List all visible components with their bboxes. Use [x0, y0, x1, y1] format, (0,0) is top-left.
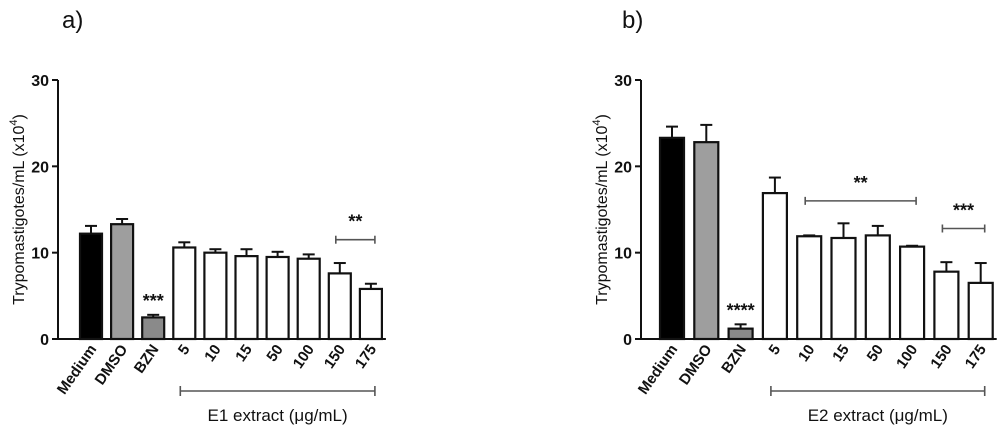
x-tick-label: 5 — [175, 342, 194, 359]
x-tick-label: 10 — [795, 342, 818, 365]
x-tick-label: 15 — [232, 342, 255, 365]
x-tick-label: 15 — [829, 342, 852, 365]
y-tick-label: 10 — [31, 246, 49, 263]
panel-label: a) — [62, 7, 83, 34]
x-tick-label: 100 — [290, 342, 318, 372]
bar-dmso — [109, 223, 135, 341]
x-tick-label: 100 — [893, 342, 921, 372]
x-tick-label: 150 — [321, 342, 349, 372]
bar-10 — [796, 235, 823, 341]
bar-5 — [761, 191, 789, 341]
bar-10 — [203, 251, 228, 341]
x-axis-label: E2 extract (μg/mL) — [808, 406, 948, 425]
bar-100 — [296, 257, 321, 341]
significance-label: ** — [854, 173, 868, 193]
x-tick-label: 150 — [927, 342, 955, 372]
bar-175 — [967, 281, 994, 341]
bar-100 — [898, 245, 926, 341]
bar-dmso — [693, 141, 720, 341]
significance-label: **** — [727, 300, 755, 320]
bar-15 — [234, 255, 259, 341]
y-tick-label: 20 — [31, 159, 49, 176]
bar-medium — [658, 136, 686, 341]
x-tick-label: 175 — [352, 342, 380, 372]
y-tick-label: 0 — [623, 332, 632, 349]
y-tick-label: 20 — [614, 159, 632, 176]
bar-medium — [78, 232, 104, 341]
y-axis-label: Trypomastigotes/mL (x104) — [591, 114, 611, 305]
bar-50 — [265, 255, 290, 341]
x-tick-label: BZN — [131, 342, 163, 377]
y-tick-label: 0 — [40, 332, 49, 349]
significance-label: *** — [143, 291, 164, 311]
y-tick-label: 30 — [31, 73, 49, 90]
bar-15 — [830, 236, 857, 341]
chart-panel-2: b) 0 10 20 30 Trypomastigotes/mL (x104) Medium… — [591, 7, 997, 425]
significance-label: ** — [348, 212, 362, 232]
x-tick-label: BZN — [718, 342, 750, 377]
bar-bzn — [727, 327, 754, 341]
x-tick-label: 50 — [864, 342, 887, 365]
x-tick-label: 50 — [263, 342, 286, 365]
bar-5 — [172, 246, 197, 341]
x-tick-label: DMSO — [92, 341, 132, 388]
panel-label: b) — [622, 7, 643, 34]
bar-50 — [864, 234, 891, 341]
bar-150 — [933, 270, 960, 341]
significance-label: *** — [953, 200, 974, 220]
x-tick-label: 175 — [962, 342, 990, 372]
x-tick-label: 10 — [201, 342, 224, 365]
y-tick-label: 10 — [614, 246, 632, 263]
y-axis-label: Trypomastigotes/mL (x104) — [8, 114, 28, 305]
x-axis-label: E1 extract (μg/mL) — [208, 406, 348, 425]
chart-panel-1: a) 0 10 20 30 Trypomastigotes/mL (x104) Medium… — [8, 7, 386, 425]
bar-150 — [327, 272, 352, 341]
bar-bzn — [141, 316, 166, 341]
x-tick-label: 5 — [765, 342, 784, 359]
x-tick-label: DMSO — [676, 341, 716, 388]
x-tick-label: Medium — [54, 342, 100, 398]
x-tick-label: Medium — [635, 342, 681, 398]
bar-175 — [358, 287, 383, 341]
y-tick-label: 30 — [614, 73, 632, 90]
